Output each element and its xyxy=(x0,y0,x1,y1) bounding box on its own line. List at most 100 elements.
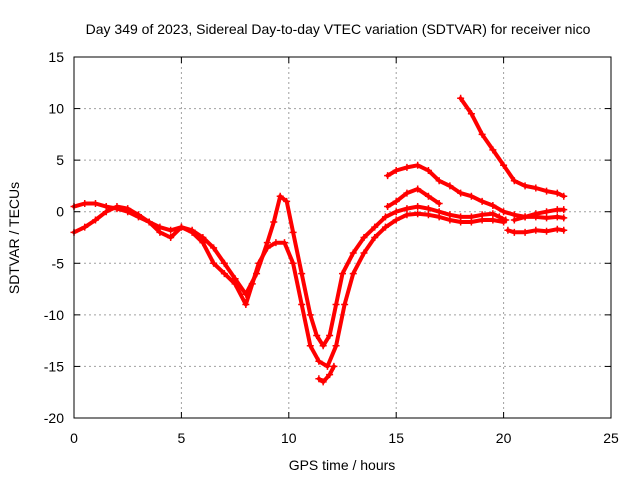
data-point xyxy=(403,205,411,213)
x-tick-label: 20 xyxy=(496,430,512,446)
y-tick-label: -15 xyxy=(44,358,64,374)
data-point xyxy=(315,375,323,383)
data-point xyxy=(248,280,256,288)
data-point xyxy=(283,197,291,205)
x-tick-label: 0 xyxy=(70,430,78,446)
data-point xyxy=(255,259,263,267)
data-point xyxy=(272,239,280,247)
data-point xyxy=(543,214,551,222)
data-point xyxy=(199,239,207,247)
series-track-upper-right xyxy=(384,185,443,211)
data-point xyxy=(188,228,196,236)
data-point xyxy=(403,211,411,219)
series-track-mid-right xyxy=(384,161,568,222)
data-point xyxy=(81,199,89,207)
data-point xyxy=(532,210,540,218)
data-point xyxy=(478,130,486,138)
data-point xyxy=(543,187,551,195)
data-point xyxy=(360,249,368,257)
data-point xyxy=(289,259,297,267)
data-point xyxy=(332,301,340,309)
data-point xyxy=(326,331,334,339)
data-point xyxy=(306,311,314,319)
data-point xyxy=(156,228,164,236)
series-track-lower-right xyxy=(504,225,568,236)
data-point xyxy=(489,146,497,154)
data-point xyxy=(371,223,379,231)
data-point xyxy=(560,214,568,222)
data-point xyxy=(553,189,561,197)
data-point xyxy=(414,185,422,193)
data-point xyxy=(510,228,518,236)
data-point xyxy=(478,216,486,224)
data-point xyxy=(553,213,561,221)
data-point xyxy=(349,270,357,278)
data-point xyxy=(489,202,497,210)
series-group xyxy=(70,94,568,386)
data-point xyxy=(341,301,349,309)
data-point xyxy=(360,234,368,241)
data-point xyxy=(553,206,561,214)
data-point xyxy=(91,199,99,207)
data-point xyxy=(323,362,331,370)
data-point xyxy=(124,205,132,213)
data-point xyxy=(289,228,297,236)
x-tick-label: 25 xyxy=(603,430,619,446)
data-point xyxy=(553,225,561,233)
data-point xyxy=(210,244,218,252)
y-tick-label: -20 xyxy=(44,410,64,426)
data-point xyxy=(326,371,334,379)
data-point xyxy=(384,172,392,180)
data-point xyxy=(270,218,278,226)
data-point xyxy=(560,226,568,234)
data-point xyxy=(457,218,465,226)
data-point xyxy=(457,94,465,102)
data-point xyxy=(424,211,432,219)
data-point xyxy=(560,192,568,200)
data-point xyxy=(543,208,551,216)
data-point xyxy=(457,189,465,197)
x-tick-label: 15 xyxy=(388,430,404,446)
data-point xyxy=(134,211,142,219)
data-point xyxy=(167,226,175,234)
series-line xyxy=(316,364,336,384)
data-point xyxy=(521,228,529,236)
data-point xyxy=(384,203,392,211)
grid xyxy=(74,57,611,418)
x-tick-label: 10 xyxy=(281,430,297,446)
y-axis-label: SDTVAR / TECUs xyxy=(6,182,22,294)
data-point xyxy=(489,210,497,218)
data-point xyxy=(381,213,389,221)
data-point xyxy=(467,192,475,200)
data-point xyxy=(500,218,508,226)
series-line xyxy=(385,187,442,209)
data-point xyxy=(424,166,432,174)
data-point xyxy=(313,331,321,339)
chart-title: Day 349 of 2023, Sidereal Day-to-day VTE… xyxy=(86,21,591,37)
data-point xyxy=(91,216,99,224)
data-point xyxy=(543,227,551,235)
data-point xyxy=(521,213,529,221)
data-point xyxy=(210,259,218,267)
data-point xyxy=(392,208,400,216)
series-main-track-lower xyxy=(70,203,508,370)
y-tick-label: 0 xyxy=(56,204,64,220)
data-point xyxy=(435,177,443,185)
data-point xyxy=(504,226,512,234)
y-tick-label: 5 xyxy=(56,152,64,168)
data-point xyxy=(521,182,529,190)
data-point xyxy=(220,270,228,278)
data-point xyxy=(298,270,306,278)
data-point xyxy=(263,244,271,252)
series-track-right-tail xyxy=(510,206,568,224)
data-point xyxy=(330,362,338,370)
data-point xyxy=(392,216,400,224)
axis-ticks: 0 5 10 15 20 25 -20 -15 -10 -5 0 5 10 15 xyxy=(44,49,619,446)
data-point xyxy=(113,203,121,211)
data-point xyxy=(403,189,411,197)
data-point xyxy=(306,342,314,350)
series-track-top-right xyxy=(457,94,568,200)
y-tick-label: -5 xyxy=(52,255,65,271)
data-point xyxy=(81,223,89,231)
